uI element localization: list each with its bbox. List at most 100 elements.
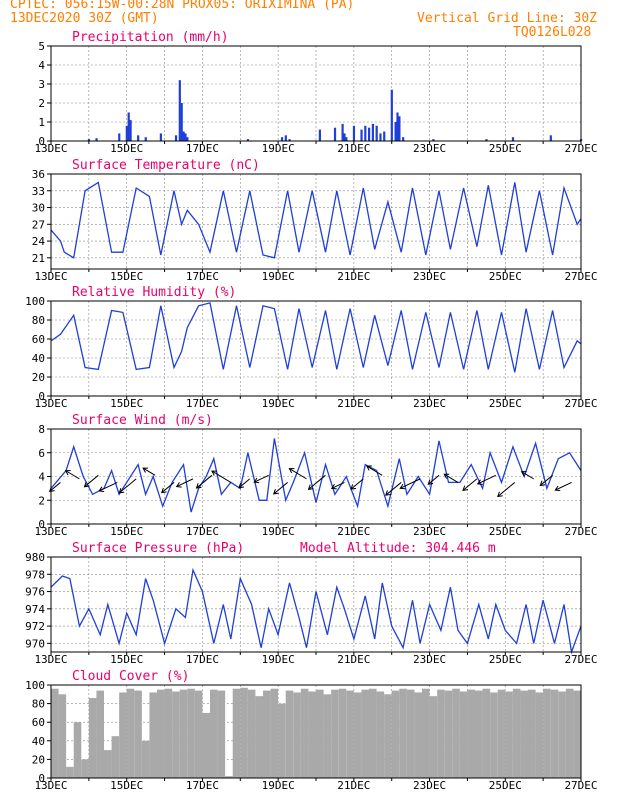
cloud-bar <box>459 691 468 778</box>
precip-bar <box>396 112 399 141</box>
cloud-bar <box>225 776 233 778</box>
wind-arrow <box>350 478 364 490</box>
precip-bar <box>345 137 348 141</box>
y-tick-label: 27 <box>32 218 45 231</box>
precip-bar <box>549 135 552 141</box>
precip-bar <box>118 133 121 141</box>
precip-bar <box>352 125 356 141</box>
precip-bar <box>333 127 337 141</box>
y-tick-label: 40 <box>32 352 45 365</box>
cloud-bar <box>104 750 112 778</box>
cloud-bar <box>134 690 142 778</box>
cloud-bar <box>399 688 407 778</box>
precip-bar <box>159 133 162 141</box>
cloud-bar <box>141 740 150 778</box>
x-tick-label: 21DEC <box>337 142 370 155</box>
cloud-bar <box>164 688 173 778</box>
x-tick-label: 23DEC <box>413 525 446 538</box>
cloud-bar <box>543 688 551 778</box>
wind-arrowhead <box>238 482 244 489</box>
series-line <box>50 438 582 513</box>
x-tick-label: 13DEC <box>34 779 67 792</box>
panel-title: Cloud Cover (%) <box>72 669 189 684</box>
x-tick-label: 15DEC <box>110 397 143 410</box>
y-tick-label: 80 <box>32 314 45 327</box>
x-tick-label: 19DEC <box>262 397 295 410</box>
x-tick-label: 27DEC <box>564 270 597 283</box>
cloud-bar <box>232 688 241 778</box>
series-line <box>50 181 582 259</box>
x-tick-label: 27DEC <box>564 653 597 666</box>
precip-bar <box>87 139 91 141</box>
precip-bar <box>246 139 250 141</box>
wind-arrow <box>462 478 478 491</box>
precip-bar <box>368 127 371 141</box>
cloud-bar <box>338 688 347 778</box>
series-line <box>50 302 582 373</box>
x-tick-label: 13DEC <box>34 270 67 283</box>
y-tick-label: 80 <box>32 698 45 711</box>
precip-bar <box>174 135 178 141</box>
cloud-bar <box>467 689 475 778</box>
precip-bar <box>398 116 401 141</box>
wind-arrow <box>400 478 421 489</box>
precip-bar <box>360 129 363 141</box>
wind-arrowhead <box>160 487 167 494</box>
y-tick-label: 970 <box>25 637 45 650</box>
cloud-bar <box>346 690 354 778</box>
precip-bar <box>402 137 405 141</box>
wind-arrow <box>238 478 251 489</box>
cloud-bar <box>353 692 362 778</box>
cloud-bar <box>81 759 89 778</box>
y-tick-label: 978 <box>25 568 45 581</box>
x-tick-label: 25DEC <box>489 270 522 283</box>
wind-arrowhead <box>288 468 295 474</box>
cloud-bar <box>157 689 165 778</box>
precip-bar <box>371 123 374 141</box>
wind-arrowhead <box>83 481 90 488</box>
cloud-bar <box>323 694 332 778</box>
precip-bar <box>125 125 128 141</box>
cloud-bar <box>422 688 430 778</box>
cloud-bar <box>202 712 210 778</box>
wind-arrowhead <box>497 491 503 498</box>
precip-bar <box>379 133 382 141</box>
y-tick-label: 0 <box>38 390 45 403</box>
wind-arrow <box>366 465 383 476</box>
wind-arrowhead <box>399 483 406 490</box>
wind-arrow <box>477 474 497 485</box>
y-tick-label: 974 <box>25 603 45 616</box>
cloud-bar <box>384 694 392 778</box>
wind-arrow <box>308 474 326 490</box>
x-tick-label: 17DEC <box>186 142 219 155</box>
x-tick-label: 17DEC <box>186 525 219 538</box>
cloud-bar <box>414 692 422 778</box>
x-tick-label: 27DEC <box>564 779 597 792</box>
cloud-bar <box>452 688 460 778</box>
wind-arrowhead <box>520 471 527 477</box>
y-tick-label: 30 <box>32 202 45 215</box>
y-tick-label: 20 <box>32 753 45 766</box>
precip-bar <box>383 131 386 141</box>
x-tick-label: 21DEC <box>337 270 370 283</box>
cloud-bar <box>217 690 226 778</box>
cloud-bar <box>179 689 188 778</box>
x-tick-label: 19DEC <box>262 270 295 283</box>
precip-bar <box>184 133 187 141</box>
wind-arrow <box>253 474 269 483</box>
wind-arrow <box>84 474 99 488</box>
cloud-bar <box>482 688 491 778</box>
x-tick-label: 15DEC <box>110 779 143 792</box>
x-tick-label: 15DEC <box>110 270 143 283</box>
cloud-bar <box>437 689 445 778</box>
cloud-bar <box>285 690 294 778</box>
cloud-bar <box>278 703 286 778</box>
wind-arrowhead <box>427 479 434 485</box>
y-tick-label: 4 <box>38 59 45 72</box>
precip-bar <box>144 137 147 141</box>
precip-bar <box>432 139 435 141</box>
x-tick-label: 21DEC <box>337 653 370 666</box>
x-tick-label: 17DEC <box>186 653 219 666</box>
wind-arrowhead <box>539 480 546 487</box>
x-tick-label: 23DEC <box>413 397 446 410</box>
